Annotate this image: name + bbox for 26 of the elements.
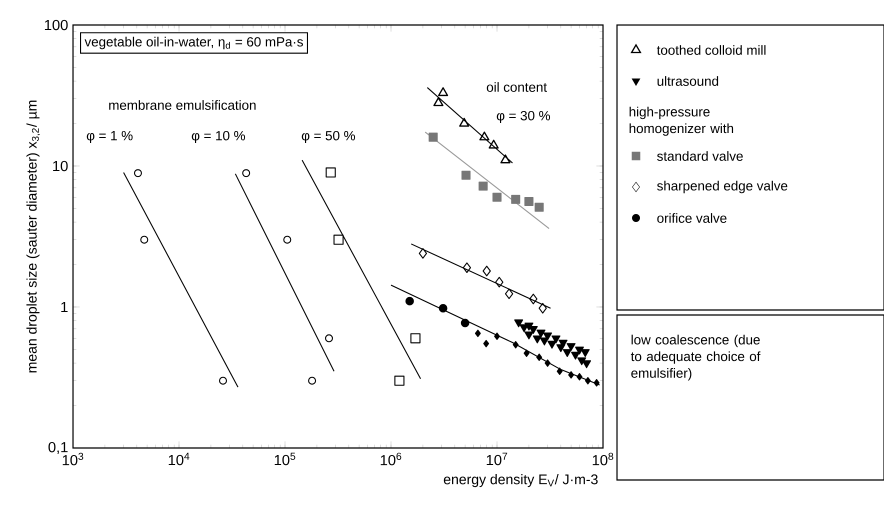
text: low coalescence (due to adequate choice of emulsifier) xyxy=(630,334,760,380)
legend-label: standard valve xyxy=(657,151,743,161)
annotation: vegetable oil-in-water, η$_{d}$ = 60 mPa·s xyxy=(84,36,303,50)
legend-label: sharpened edge valve xyxy=(657,180,788,194)
x-tick-label: 10$^{4}$ xyxy=(168,452,190,466)
x-tick-label: 10$^{8}$ xyxy=(592,452,614,466)
x-tick-label: 10$^{6}$ xyxy=(380,452,402,466)
y-axis-title: mean droplet size (sauter diameter) x$_{3,2}$/ µm xyxy=(26,100,40,372)
y-tick-label: 100 xyxy=(44,20,68,30)
annotation: φ = 50 % xyxy=(302,130,356,144)
annotation: φ = 10 % xyxy=(192,130,246,144)
y-tick-label: 10 xyxy=(53,160,68,172)
y-tick-label: 1 xyxy=(61,302,68,312)
x-tick-label: 10$^{7}$ xyxy=(486,452,508,466)
annotation: oil content xyxy=(486,82,547,92)
x-tick-label: 10$^{3}$ xyxy=(62,452,84,466)
annotation: φ = 1 % xyxy=(86,130,133,143)
text: high-pressure homogenizer with xyxy=(630,106,734,136)
x-tick-label: 10$^{5}$ xyxy=(274,452,296,466)
annotation: φ = 30 % xyxy=(496,110,550,124)
legend-label: toothed colloid mill xyxy=(656,45,766,55)
legend-label: ultrasound xyxy=(658,76,718,86)
x-axis-title: energy density E$_{V}$/ J·m-3 xyxy=(444,474,598,488)
legend-label: orifice valve xyxy=(657,213,726,223)
annotation: membrane emulsification xyxy=(109,100,256,110)
y-tick-label: 0,1 xyxy=(48,442,68,454)
